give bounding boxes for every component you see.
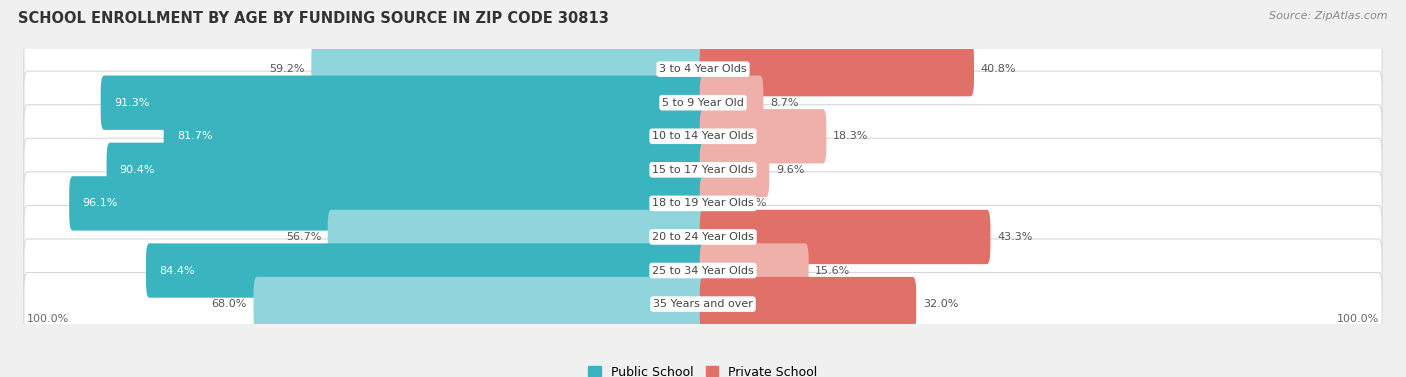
Text: 3 to 4 Year Olds: 3 to 4 Year Olds — [659, 64, 747, 74]
Text: 100.0%: 100.0% — [1337, 314, 1379, 324]
FancyBboxPatch shape — [328, 210, 706, 264]
Text: 15.6%: 15.6% — [815, 265, 851, 276]
Legend: Public School, Private School: Public School, Private School — [588, 366, 818, 377]
FancyBboxPatch shape — [24, 239, 1382, 302]
FancyBboxPatch shape — [700, 210, 990, 264]
FancyBboxPatch shape — [101, 75, 706, 130]
Text: 91.3%: 91.3% — [114, 98, 149, 108]
Text: 90.4%: 90.4% — [120, 165, 155, 175]
FancyBboxPatch shape — [146, 243, 706, 298]
Text: 15 to 17 Year Olds: 15 to 17 Year Olds — [652, 165, 754, 175]
Text: 10 to 14 Year Olds: 10 to 14 Year Olds — [652, 131, 754, 141]
FancyBboxPatch shape — [253, 277, 706, 331]
Text: 59.2%: 59.2% — [269, 64, 305, 74]
Text: 100.0%: 100.0% — [27, 314, 69, 324]
FancyBboxPatch shape — [700, 42, 974, 97]
FancyBboxPatch shape — [700, 75, 763, 130]
Text: 43.3%: 43.3% — [997, 232, 1032, 242]
Text: 96.1%: 96.1% — [83, 198, 118, 208]
Text: 25 to 34 Year Olds: 25 to 34 Year Olds — [652, 265, 754, 276]
FancyBboxPatch shape — [107, 143, 706, 197]
Text: 56.7%: 56.7% — [285, 232, 321, 242]
Text: 81.7%: 81.7% — [177, 131, 212, 141]
FancyBboxPatch shape — [700, 243, 808, 298]
Text: 9.6%: 9.6% — [776, 165, 804, 175]
FancyBboxPatch shape — [24, 71, 1382, 134]
Text: 40.8%: 40.8% — [980, 64, 1017, 74]
FancyBboxPatch shape — [700, 143, 769, 197]
FancyBboxPatch shape — [24, 38, 1382, 101]
Text: 5 to 9 Year Old: 5 to 9 Year Old — [662, 98, 744, 108]
FancyBboxPatch shape — [69, 176, 706, 231]
FancyBboxPatch shape — [700, 176, 733, 231]
Text: 18.3%: 18.3% — [832, 131, 869, 141]
FancyBboxPatch shape — [24, 105, 1382, 168]
Text: 35 Years and over: 35 Years and over — [652, 299, 754, 309]
Text: 20 to 24 Year Olds: 20 to 24 Year Olds — [652, 232, 754, 242]
Text: 68.0%: 68.0% — [212, 299, 247, 309]
FancyBboxPatch shape — [700, 277, 917, 331]
Text: 18 to 19 Year Olds: 18 to 19 Year Olds — [652, 198, 754, 208]
Text: 3.9%: 3.9% — [738, 198, 766, 208]
Text: 84.4%: 84.4% — [159, 265, 194, 276]
FancyBboxPatch shape — [24, 205, 1382, 268]
FancyBboxPatch shape — [24, 273, 1382, 336]
Text: SCHOOL ENROLLMENT BY AGE BY FUNDING SOURCE IN ZIP CODE 30813: SCHOOL ENROLLMENT BY AGE BY FUNDING SOUR… — [18, 11, 609, 26]
FancyBboxPatch shape — [24, 172, 1382, 235]
FancyBboxPatch shape — [163, 109, 706, 164]
FancyBboxPatch shape — [700, 109, 827, 164]
Text: 32.0%: 32.0% — [922, 299, 957, 309]
FancyBboxPatch shape — [24, 138, 1382, 201]
Text: 8.7%: 8.7% — [770, 98, 799, 108]
Text: Source: ZipAtlas.com: Source: ZipAtlas.com — [1270, 11, 1388, 21]
FancyBboxPatch shape — [311, 42, 706, 97]
